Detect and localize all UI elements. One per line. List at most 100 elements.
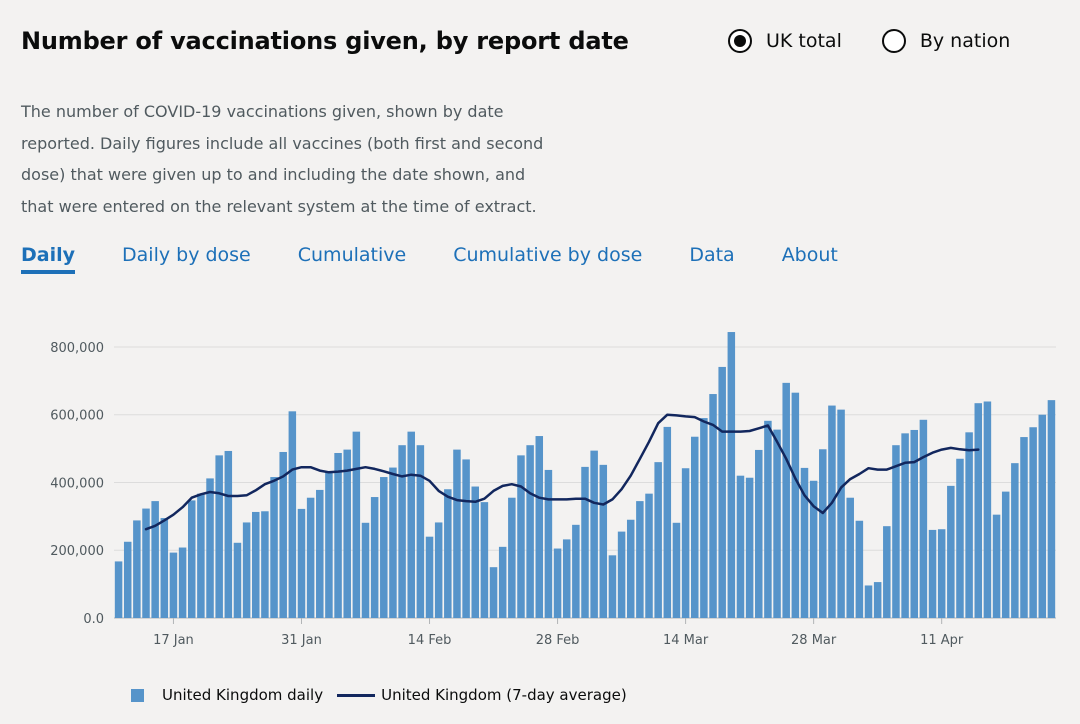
daily-bar: [252, 511, 260, 618]
daily-bar: [572, 524, 580, 618]
y-tick-label: 0.0: [83, 612, 104, 627]
daily-bar: [462, 459, 470, 618]
daily-bar: [233, 542, 242, 618]
daily-bar: [1047, 400, 1056, 618]
tab-daily-by-dose[interactable]: Daily by dose: [122, 244, 251, 266]
daily-bar: [864, 585, 873, 618]
chart-x-axis: 17 Jan 31 Jan 14 Feb 28 Feb 14 Mar 28 Mar 11 A…: [153, 618, 964, 648]
daily-bar: [736, 475, 745, 618]
daily-bar: [883, 526, 891, 618]
daily-bar: [562, 539, 571, 618]
chart-y-axis: 0.0 200,000 400,000 600,000 800,000: [50, 341, 104, 627]
daily-bar: [334, 452, 342, 618]
daily-bar: [288, 411, 297, 618]
x-tick-label: 17 Jan: [153, 633, 194, 648]
daily-bar: [407, 431, 415, 618]
daily-bar: [416, 445, 425, 618]
radio-by-nation-ring[interactable]: [881, 29, 906, 53]
daily-bar: [160, 518, 169, 618]
tab-cumulative[interactable]: Cumulative: [297, 244, 407, 266]
card-description: The number of COVID-19 vaccinations give…: [21, 102, 544, 216]
daily-bar: [508, 497, 516, 618]
daily-bar: [654, 462, 662, 618]
daily-bar: [928, 529, 937, 618]
daily-bar: [1029, 427, 1037, 618]
daily-bar: [983, 401, 992, 618]
y-tick-label: 200,000: [50, 544, 104, 559]
daily-bar: [581, 466, 589, 618]
daily-bar: [498, 546, 507, 618]
daily-bar: [599, 464, 608, 618]
daily-bar: [690, 436, 699, 618]
tab-cumulative-by-dose[interactable]: Cumulative by dose: [453, 244, 643, 266]
daily-bar: [947, 485, 955, 618]
daily-bar: [937, 529, 946, 618]
chart-tabs: Daily Daily by dose Cumulative Cumulativ…: [21, 244, 838, 274]
legend-average-swatch: [337, 693, 376, 697]
daily-bar: [316, 489, 324, 618]
chart-bars: [114, 332, 1056, 618]
daily-bar: [453, 449, 461, 618]
daily-bar: [306, 497, 315, 618]
x-tick-label: 28 Mar: [791, 633, 837, 648]
daily-bar: [544, 469, 553, 618]
daily-bar: [471, 486, 480, 618]
view-options: UK total By nation: [728, 29, 1010, 53]
daily-bar: [837, 409, 845, 618]
tab-about[interactable]: About: [781, 244, 838, 266]
daily-bar: [553, 548, 562, 618]
daily-bar: [764, 420, 772, 618]
daily-bar: [873, 582, 882, 618]
y-tick-label: 400,000: [50, 476, 104, 491]
daily-bar: [636, 501, 644, 618]
daily-bar: [133, 520, 141, 618]
daily-bar: [444, 489, 452, 618]
daily-bar: [892, 445, 900, 618]
daily-bar: [187, 500, 196, 618]
daily-bar: [370, 497, 379, 618]
daily-bar: [672, 522, 681, 618]
legend-average-label: United Kingdom (7-day average): [381, 686, 627, 704]
daily-bar: [855, 520, 864, 618]
y-tick-label: 600,000: [50, 409, 104, 424]
daily-bar: [480, 502, 489, 618]
daily-bar: [178, 547, 187, 618]
chart-legend: United Kingdom daily United Kingdom (7-d…: [131, 686, 627, 704]
daily-bar: [261, 511, 269, 618]
daily-bar: [279, 451, 287, 618]
daily-bar: [755, 449, 763, 618]
daily-bar: [626, 519, 635, 618]
radio-by-nation-label: By nation: [919, 30, 1011, 52]
daily-bar: [425, 536, 434, 618]
daily-bar: [380, 477, 388, 618]
radio-selected-dot: [734, 35, 746, 47]
tab-daily[interactable]: Daily: [21, 244, 76, 274]
daily-bar: [297, 508, 306, 618]
daily-bar: [215, 455, 223, 618]
daily-bar: [224, 450, 233, 618]
tab-data[interactable]: Data: [689, 244, 735, 266]
x-tick-label: 14 Feb: [408, 633, 452, 648]
daily-bar: [681, 468, 690, 618]
chart-average-line: [144, 413, 980, 531]
radio-by-nation[interactable]: By nation: [881, 29, 1011, 53]
daily-bar: [828, 405, 836, 618]
daily-bar: [1038, 414, 1047, 618]
daily-bar: [846, 497, 854, 618]
daily-bar: [974, 403, 983, 618]
daily-bar: [489, 567, 498, 618]
daily-bar: [197, 493, 205, 618]
daily-bar: [800, 467, 809, 618]
daily-bar: [270, 477, 278, 618]
radio-uk-total-ring[interactable]: [728, 29, 752, 53]
daily-bar: [1011, 463, 1019, 618]
card-title: Number of vaccinations given, by report …: [21, 27, 629, 55]
legend-daily-swatch: [131, 688, 144, 702]
radio-uk-total[interactable]: UK total: [728, 29, 842, 53]
daily-bar: [590, 450, 598, 618]
daily-bar: [1001, 491, 1010, 618]
daily-bar: [142, 508, 150, 618]
daily-bar: [819, 449, 827, 618]
x-tick-label: 28 Feb: [536, 633, 580, 648]
daily-bar: [965, 432, 973, 618]
